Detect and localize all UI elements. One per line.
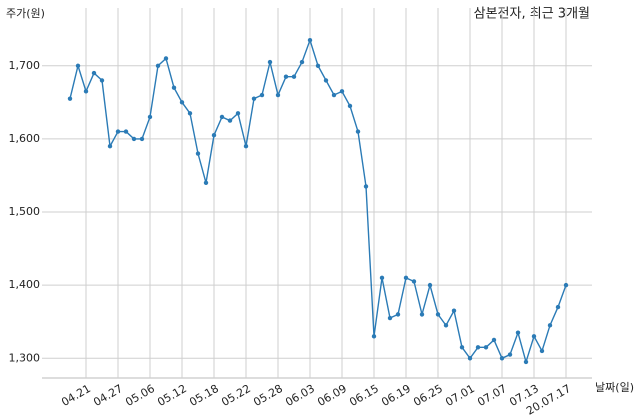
point	[291, 74, 297, 79]
point	[563, 282, 569, 288]
x-tick-label: 06.03	[283, 382, 317, 409]
point	[195, 151, 201, 156]
point	[491, 337, 497, 343]
point	[339, 89, 345, 94]
point	[443, 323, 449, 328]
x-tick-label: 05.12	[155, 382, 189, 409]
point	[283, 74, 289, 79]
point	[187, 111, 193, 116]
point	[83, 89, 89, 94]
point	[155, 63, 161, 68]
point	[91, 70, 97, 76]
point	[355, 129, 361, 134]
point	[507, 352, 513, 357]
point	[163, 56, 169, 61]
point	[323, 78, 329, 83]
point	[427, 282, 433, 288]
point	[203, 180, 209, 185]
point	[267, 59, 273, 65]
x-tick-label: 05.22	[219, 382, 253, 409]
point	[67, 96, 73, 101]
y-tick-label: 1,500	[9, 205, 41, 218]
x-tick-label: 04.21	[59, 382, 93, 409]
point	[347, 103, 353, 109]
point	[395, 312, 401, 317]
x-tick-label: 05.18	[187, 382, 221, 409]
point	[419, 312, 425, 317]
y-axis-title: 주가(원)	[6, 7, 45, 20]
x-tick-label: 05.28	[251, 382, 285, 409]
x-tick-label: 07.01	[443, 382, 477, 409]
x-tick-label: 06.19	[379, 382, 413, 409]
x-tick-label: 06.09	[315, 382, 349, 409]
point	[483, 345, 489, 350]
point	[411, 279, 417, 284]
point	[531, 334, 537, 339]
point	[331, 92, 337, 98]
point	[275, 92, 281, 98]
x-tick-label: 07.07	[475, 382, 509, 409]
point	[467, 356, 473, 361]
point	[235, 111, 241, 116]
point	[363, 184, 369, 189]
chart-title: 삼본전자, 최근 3개월	[474, 7, 590, 22]
point	[131, 136, 137, 142]
x-tick-label: 05.06	[123, 382, 157, 409]
point	[139, 136, 145, 142]
point	[459, 345, 465, 350]
point	[123, 129, 129, 134]
point	[259, 92, 265, 98]
point	[523, 359, 529, 365]
point	[243, 144, 249, 149]
x-tick-label: 06.25	[411, 382, 445, 409]
point	[211, 133, 217, 138]
point	[227, 118, 233, 123]
y-tick-label: 1,700	[9, 59, 41, 72]
point	[403, 275, 409, 281]
line	[69, 37, 567, 365]
point	[451, 308, 457, 313]
point	[475, 345, 481, 350]
x-tick-label: 06.15	[347, 382, 381, 409]
y-tick-label: 1,300	[9, 351, 41, 364]
point	[379, 275, 385, 281]
point	[371, 334, 377, 339]
point	[307, 37, 313, 43]
point	[251, 96, 257, 101]
point	[219, 114, 225, 120]
y-tick-label: 1,400	[9, 278, 41, 291]
point	[179, 100, 185, 105]
point	[547, 323, 553, 328]
point	[499, 356, 505, 361]
point	[75, 63, 81, 68]
point	[299, 59, 305, 65]
point	[115, 129, 121, 134]
point	[435, 312, 441, 317]
point	[107, 144, 113, 149]
point	[555, 304, 561, 310]
point	[539, 348, 545, 354]
point	[99, 78, 105, 83]
point	[147, 114, 153, 120]
point	[171, 85, 177, 90]
point	[515, 330, 521, 335]
x-tick-label: 04.27	[91, 382, 125, 409]
point	[315, 63, 321, 68]
point	[387, 315, 393, 321]
y-tick-label: 1,600	[9, 132, 41, 145]
x-axis-title: 날짜(일)	[595, 380, 634, 394]
